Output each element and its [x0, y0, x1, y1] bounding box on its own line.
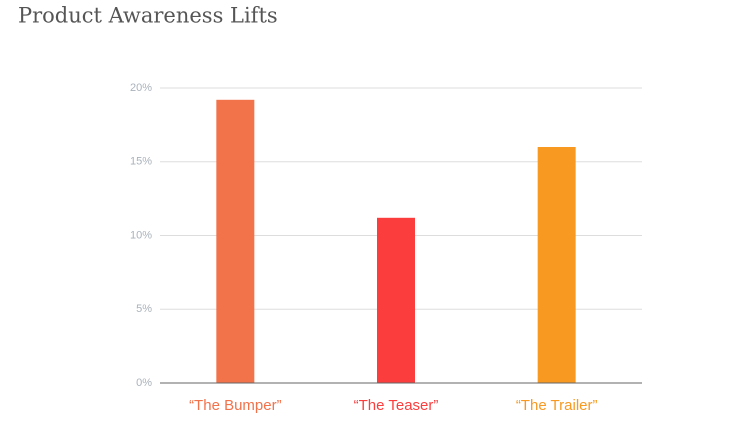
- x-tick-label: “The Bumper”: [189, 397, 282, 414]
- x-tick-label: “The Teaser”: [354, 397, 439, 414]
- y-tick-label: 0%: [136, 377, 152, 389]
- bar: [537, 147, 576, 383]
- y-tick-label: 10%: [130, 229, 152, 241]
- x-tick-label: “The Trailer”: [516, 397, 598, 414]
- bar: [216, 99, 255, 384]
- y-tick-label: 15%: [130, 156, 152, 168]
- y-tick-label: 5%: [136, 303, 152, 315]
- y-tick-label: 20%: [130, 82, 152, 94]
- bar: [377, 217, 415, 383]
- chart-title: Product Awareness Lifts: [18, 4, 278, 28]
